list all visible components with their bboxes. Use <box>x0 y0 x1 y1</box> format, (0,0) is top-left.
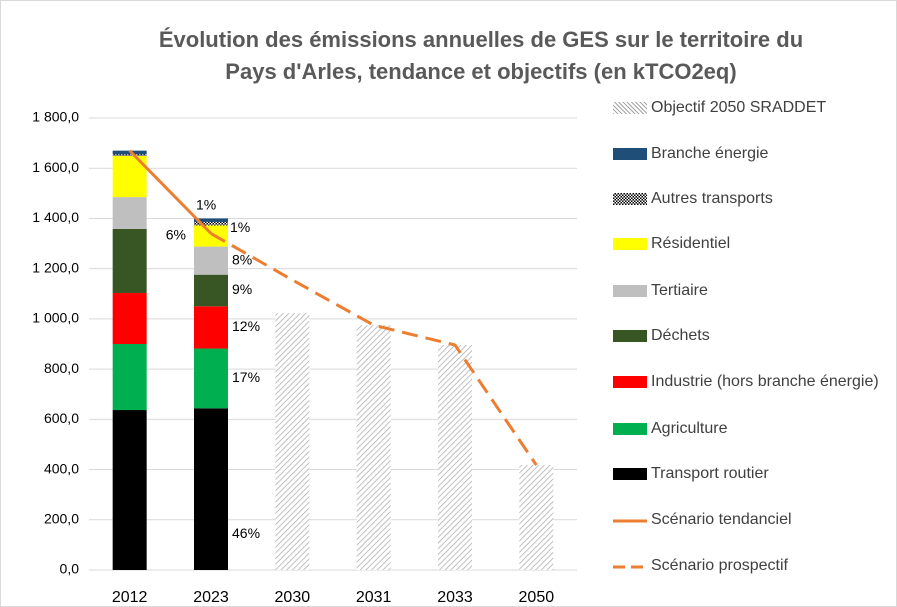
data-label: 17% <box>232 369 260 385</box>
legend-item: Autres transports <box>613 190 883 208</box>
legend-item: Déchets <box>613 327 883 345</box>
bar-segment <box>275 313 310 570</box>
y-tick-label: 200,0 <box>44 510 79 526</box>
line <box>128 149 213 235</box>
legend-swatch <box>613 423 647 435</box>
x-tick-label: 2031 <box>356 589 392 606</box>
legend-swatch <box>613 148 647 160</box>
bar-segment <box>112 344 147 411</box>
legend-item: Transport routier <box>613 465 883 483</box>
data-label: 46% <box>232 525 260 541</box>
bar-segment <box>194 246 228 275</box>
legend-swatch <box>613 285 647 297</box>
bar-segment <box>194 225 228 247</box>
bar-segment <box>112 154 147 156</box>
line <box>210 232 538 466</box>
y-tick-label: 800,0 <box>44 360 79 376</box>
legend-item: Résidentiel <box>613 235 883 253</box>
legend-swatch <box>613 468 647 480</box>
data-label: 1% <box>196 196 216 212</box>
bar-segment <box>112 228 147 294</box>
legend-label: Déchets <box>651 327 710 344</box>
legend-label: Objectif 2050 SRADDET <box>651 99 827 116</box>
legend-swatch <box>613 102 647 114</box>
y-tick-label: 1 200,0 <box>32 259 79 275</box>
legend-label: Scénario prospectif <box>651 557 788 574</box>
bar-segment <box>194 306 228 349</box>
legend-swatch <box>613 193 647 205</box>
legend-item: Scénario tendanciel <box>613 511 883 529</box>
bar-segment <box>112 410 147 570</box>
legend-label: Scénario tendanciel <box>651 511 792 528</box>
y-tick-label: 1 400,0 <box>32 209 79 225</box>
y-tick-label: 1 000,0 <box>32 310 79 326</box>
data-label: 9% <box>232 281 252 297</box>
bar-segment <box>112 197 147 229</box>
legend-swatch <box>613 514 647 526</box>
legend-label: Résidentiel <box>651 235 731 252</box>
y-tick-label: 400,0 <box>44 460 79 476</box>
data-label: 1% <box>230 219 250 235</box>
bar-segment <box>194 218 228 222</box>
y-tick-label: 0,0 <box>60 561 80 577</box>
data-label: 8% <box>232 251 252 267</box>
legend-label: Branche énergie <box>651 145 769 162</box>
chart-title: Pays d'Arles, tendance et objectifs (en … <box>225 59 736 84</box>
legend-label: Transport routier <box>651 465 769 482</box>
x-tick-label: 2033 <box>437 589 473 606</box>
legend-swatch <box>613 330 647 342</box>
y-tick-label: 1 800,0 <box>32 109 79 125</box>
legend-label: Industrie (hors branche énergie) <box>651 373 879 390</box>
data-label: 12% <box>232 318 260 334</box>
x-tick-label: 2012 <box>112 589 148 606</box>
legend-item: Industrie (hors branche énergie) <box>613 373 883 391</box>
legend-item: Tertiaire <box>613 282 883 300</box>
bar-segment <box>519 465 554 570</box>
data-label: 6% <box>166 227 186 243</box>
legend-swatch <box>613 560 647 572</box>
bar-segment <box>438 345 472 570</box>
x-tick-label: 2030 <box>275 589 311 606</box>
x-tick-label: 2023 <box>193 589 229 606</box>
bar-segment <box>194 348 228 409</box>
bar-segment <box>194 408 228 570</box>
bar-segment <box>112 293 147 344</box>
legend-item: Agriculture <box>613 420 883 438</box>
y-tick-label: 600,0 <box>44 410 79 426</box>
legend-label: Tertiaire <box>651 282 708 299</box>
x-tick-label: 2050 <box>519 589 555 606</box>
y-tick-label: 1 600,0 <box>32 159 79 175</box>
legend-item: Branche énergie <box>613 145 883 163</box>
legend-label: Agriculture <box>651 420 728 437</box>
legend-item: Scénario prospectif <box>613 557 883 575</box>
legend-item: Objectif 2050 SRADDET <box>613 99 883 117</box>
legend-label: Autres transports <box>651 190 773 207</box>
chart-title: Évolution des émissions annuelles de GES… <box>159 27 803 52</box>
bar-segment <box>194 274 228 307</box>
legend-swatch <box>613 376 647 388</box>
legend-swatch <box>613 238 647 250</box>
bar-segment <box>194 221 228 226</box>
bar-segment <box>356 325 391 570</box>
